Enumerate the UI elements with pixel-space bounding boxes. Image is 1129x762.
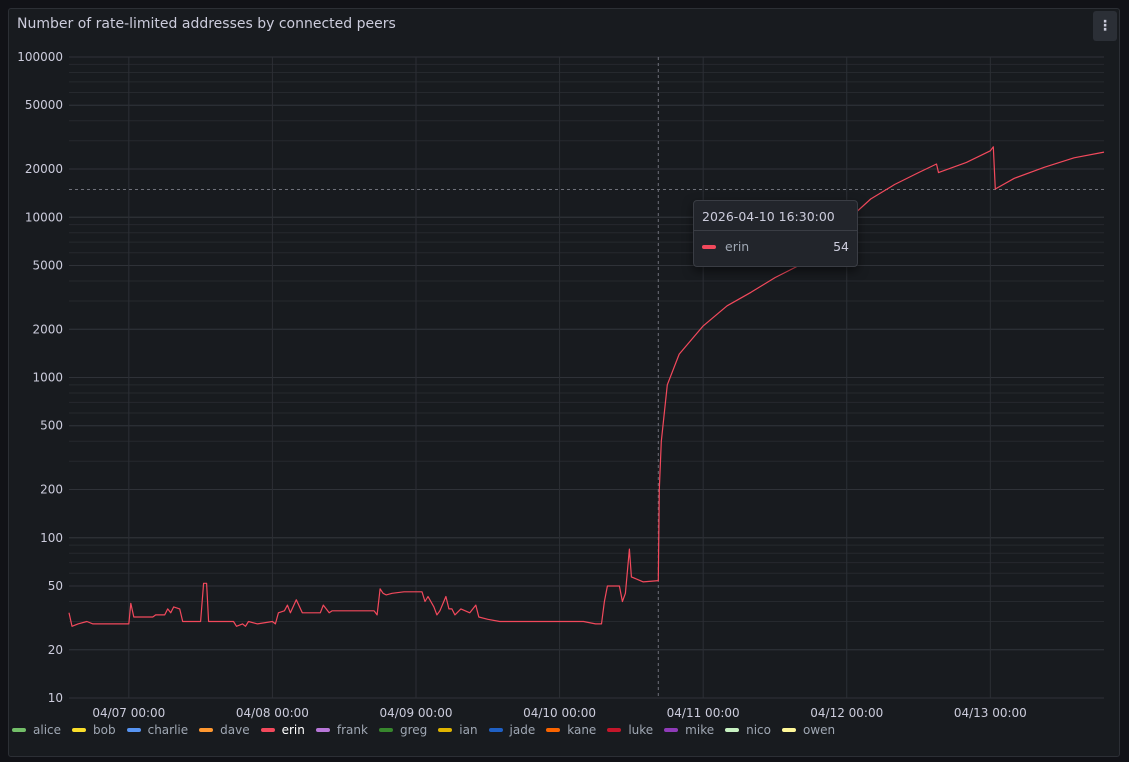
legend-item-bob[interactable]: bob xyxy=(72,723,116,737)
legend-label: charlie xyxy=(147,723,189,737)
y-tick-label: 50 xyxy=(48,579,63,593)
legend-item-erin[interactable]: erin xyxy=(260,723,305,737)
legend-swatch xyxy=(438,728,453,732)
y-tick-label: 50000 xyxy=(25,98,63,112)
tooltip-value: 54 xyxy=(833,239,849,254)
y-tick-label: 200 xyxy=(40,483,63,497)
y-tick-label: 20 xyxy=(48,643,63,657)
legend-swatch xyxy=(607,728,622,732)
legend-item-dave[interactable]: dave xyxy=(199,723,250,737)
legend-swatch xyxy=(664,728,679,732)
legend-swatch xyxy=(378,728,393,732)
legend-swatch xyxy=(546,728,561,732)
legend-item-nico[interactable]: nico xyxy=(725,723,771,737)
y-tick-label: 10 xyxy=(48,691,63,705)
legend: alice bob charlie dave erin frank greg ian jade k… xyxy=(12,721,846,739)
series-line-erin xyxy=(68,146,1105,627)
y-tick-label: 5000 xyxy=(32,258,63,272)
legend-label: dave xyxy=(220,723,250,737)
legend-swatch xyxy=(199,728,214,732)
legend-label: luke xyxy=(628,723,654,737)
legend-swatch xyxy=(725,728,740,732)
y-tick-label: 2000 xyxy=(32,322,63,336)
legend-swatch xyxy=(12,728,26,732)
y-tick-label: 1000 xyxy=(32,371,63,385)
legend-label: alice xyxy=(33,723,62,737)
legend-item-frank[interactable]: frank xyxy=(315,723,368,737)
legend-item-ian[interactable]: ian xyxy=(438,723,478,737)
tooltip: 2026-04-10 16:30:00 erin 54 xyxy=(693,200,858,267)
panel-title: Number of rate-limited addresses by conn… xyxy=(17,16,396,32)
legend-item-greg[interactable]: greg xyxy=(378,723,428,737)
legend-label: mike xyxy=(685,723,715,737)
legend-swatch xyxy=(72,728,87,732)
legend-label: ian xyxy=(459,723,478,737)
legend-item-luke[interactable]: luke xyxy=(607,723,653,737)
legend-item-alice[interactable]: alice xyxy=(12,723,61,737)
x-tick-label: 04/11 00:00 xyxy=(667,706,740,720)
legend-swatch xyxy=(260,728,275,732)
x-tick-label: 04/13 00:00 xyxy=(954,706,1027,720)
x-tick-label: 04/07 00:00 xyxy=(92,706,165,720)
legend-item-jade[interactable]: jade xyxy=(488,723,536,737)
y-tick-label: 100 xyxy=(40,531,63,545)
legend-label: kane xyxy=(567,723,597,737)
legend-label: bob xyxy=(93,723,116,737)
legend-swatch xyxy=(315,728,330,732)
y-tick-label: 500 xyxy=(40,419,63,433)
legend-label: erin xyxy=(281,723,305,737)
legend-item-owen[interactable]: owen xyxy=(782,723,835,737)
x-tick-label: 04/09 00:00 xyxy=(380,706,453,720)
legend-swatch xyxy=(782,728,796,732)
tooltip-series-name: erin xyxy=(725,239,750,254)
tooltip-row: erin 54 xyxy=(694,231,857,262)
tooltip-time: 2026-04-10 16:30:00 xyxy=(694,201,857,231)
legend-label: owen xyxy=(803,723,836,737)
kebab-menu-icon[interactable]: ⋮ xyxy=(1093,11,1117,41)
legend-item-kane[interactable]: kane xyxy=(546,723,596,737)
legend-label: jade xyxy=(509,723,536,737)
x-tick-label: 04/10 00:00 xyxy=(523,706,596,720)
legend-item-charlie[interactable]: charlie xyxy=(126,723,189,737)
chart-panel: Number of rate-limited addresses by conn… xyxy=(8,8,1120,757)
x-tick-label: 04/08 00:00 xyxy=(236,706,309,720)
legend-label: nico xyxy=(746,723,771,737)
y-tick-label: 10000 xyxy=(25,210,63,224)
legend-swatch xyxy=(126,728,141,732)
y-tick-label: 100000 xyxy=(17,50,63,64)
legend-label: frank xyxy=(336,723,368,737)
legend-label: greg xyxy=(399,723,428,737)
y-tick-label: 20000 xyxy=(25,162,63,176)
legend-swatch xyxy=(488,728,503,732)
x-tick-label: 04/12 00:00 xyxy=(810,706,883,720)
tooltip-series-swatch xyxy=(702,244,716,249)
legend-item-mike[interactable]: mike xyxy=(664,723,714,737)
